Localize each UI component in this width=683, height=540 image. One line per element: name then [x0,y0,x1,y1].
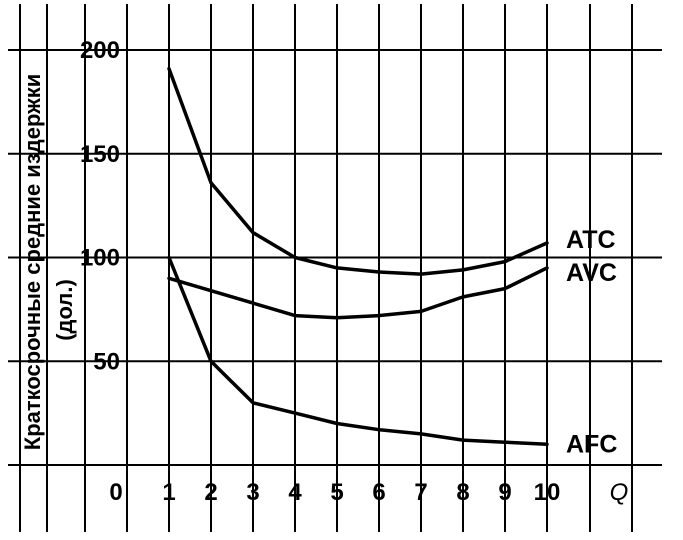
x-tick-label: 2 [204,479,217,506]
series-label-afc: AFC [566,430,617,458]
y-tick-labels: 200 150 100 50 [80,37,120,375]
series-line-afc [167,255,549,447]
x-axis-title: Q [610,479,629,506]
series-labels: ATC AVC AFC [566,226,617,458]
x-tick-label: 6 [372,479,385,506]
x-tick-label: 0 [109,479,122,506]
x-tick-label: 5 [330,479,343,506]
x-tick-labels: 0 1 2 3 4 5 6 7 8 9 10 [109,479,560,506]
series-line-avc [167,266,549,320]
y-axis-title: Краткосрочные средние издержки [20,74,45,450]
x-tick-label: 8 [456,479,469,506]
series-lines [167,66,549,447]
x-tick-label: 9 [498,479,511,506]
x-tick-label: 4 [288,479,302,506]
y-tick-label: 50 [93,348,120,375]
x-tick-label: 10 [534,479,561,506]
x-tick-label: 7 [414,479,427,506]
series-label-avc: AVC [566,259,617,287]
y-tick-label: 200 [80,37,120,64]
y-tick-label: 100 [80,245,120,272]
series-line-atc [167,66,549,276]
series-label-atc: ATC [566,226,616,254]
x-tick-label: 3 [246,479,259,506]
y-axis-unit: (дол.) [52,279,77,341]
x-tick-label: 1 [162,479,175,506]
y-tick-label: 150 [80,141,120,168]
